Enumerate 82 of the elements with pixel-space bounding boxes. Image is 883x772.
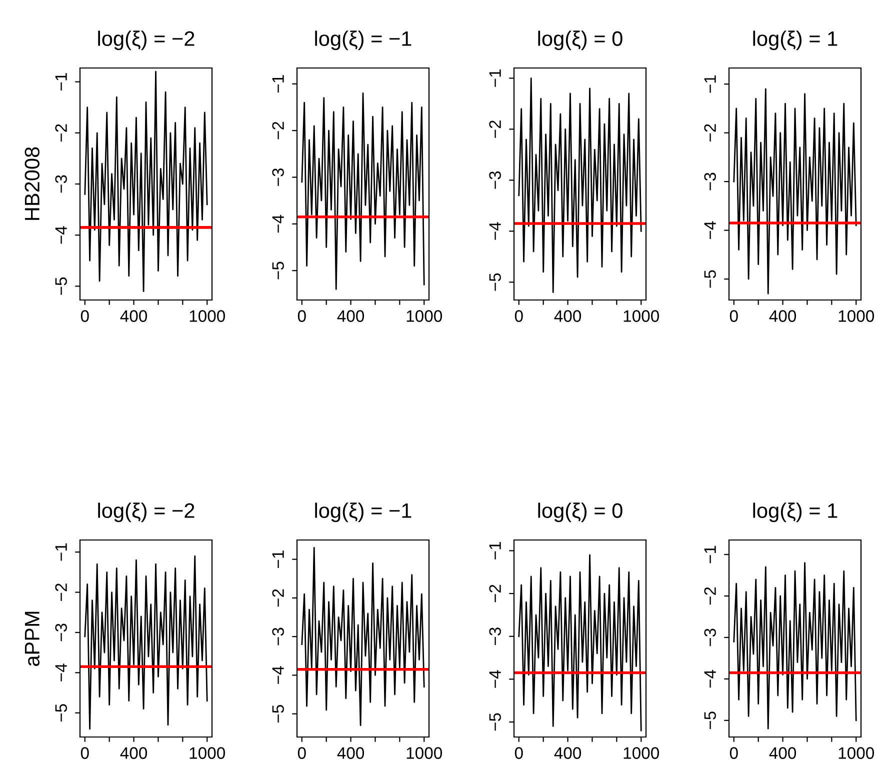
chart-title: log(ξ) = 0 [538, 30, 622, 50]
chart-title: log(ξ) = −1 [315, 502, 412, 522]
y-tick-label: −3 [272, 168, 284, 186]
x-tick-label: 0 [514, 747, 523, 759]
x-tick-label: 0 [514, 310, 523, 322]
x-tick-label: 1000 [406, 747, 442, 759]
x-tick-label: 400 [120, 310, 148, 322]
y-tick-label: −2 [704, 587, 716, 605]
y-tick-label: −5 [704, 712, 716, 730]
y-tick-label: −4 [55, 226, 67, 244]
chart-title: log(ξ) = −2 [98, 502, 194, 522]
y-tick-label: −2 [272, 122, 284, 140]
line-series [84, 70, 208, 292]
x-tick-label: 400 [769, 747, 796, 759]
chart-title: log(ξ) = −2 [98, 30, 194, 50]
chart-title: log(ξ) = 1 [753, 30, 838, 50]
y-tick-label: −1 [55, 543, 67, 561]
y-tick-label: −4 [704, 670, 716, 688]
x-tick-label: 1000 [190, 747, 225, 759]
y-tick-label: −3 [55, 624, 67, 642]
line-series [84, 555, 208, 730]
x-tick-label: 0 [298, 310, 306, 322]
x-tick-label: 1000 [624, 310, 659, 322]
x-tick-label: 400 [769, 310, 796, 322]
y-tick-label: −3 [704, 628, 716, 646]
x-tick-label: 0 [730, 310, 738, 322]
y-tick-label: −1 [489, 542, 501, 560]
x-tick-label: 0 [298, 747, 306, 759]
y-axis-title: HB2008 [24, 147, 40, 220]
y-tick-label: −4 [55, 664, 67, 682]
y-tick-label: −2 [489, 584, 501, 602]
x-tick-label: 0 [80, 747, 89, 759]
x-tick-label: 400 [554, 310, 582, 322]
y-tick-label: −1 [704, 75, 716, 93]
chart-title: log(ξ) = 1 [753, 502, 838, 522]
y-tick-label: −3 [489, 171, 501, 189]
x-tick-label: 1000 [838, 310, 874, 322]
x-tick-label: 400 [554, 747, 582, 759]
y-tick-label: −3 [272, 628, 284, 646]
y-tick-label: −3 [55, 175, 67, 193]
y-tick-label: −4 [272, 666, 284, 684]
x-tick-label: 1000 [406, 310, 442, 322]
x-tick-label: 400 [337, 310, 364, 322]
y-tick-label: −4 [272, 214, 284, 233]
y-tick-label: −1 [55, 73, 67, 90]
line-series [301, 547, 425, 726]
y-tick-label: −2 [489, 120, 501, 138]
line-series [518, 554, 642, 732]
x-tick-label: 0 [730, 747, 738, 759]
line-series [733, 562, 857, 730]
line-series [733, 88, 857, 294]
y-tick-label: −2 [55, 584, 67, 601]
x-tick-label: 400 [337, 747, 364, 759]
y-tick-label: −5 [272, 705, 284, 722]
line-series [301, 92, 425, 290]
y-tick-label: −4 [704, 221, 716, 239]
line-series [518, 78, 642, 294]
y-tick-label: −1 [272, 75, 284, 93]
x-tick-label: 400 [120, 747, 148, 759]
x-tick-label: 1000 [624, 747, 659, 759]
y-tick-label: −4 [489, 222, 501, 240]
x-tick-label: 1000 [190, 310, 225, 322]
y-tick-label: −5 [55, 277, 67, 295]
y-tick-label: −2 [704, 124, 716, 142]
y-tick-label: −1 [272, 550, 284, 568]
x-tick-label: 0 [80, 310, 89, 322]
y-tick-label: −3 [489, 628, 501, 646]
y-tick-label: −4 [489, 670, 501, 688]
y-axis-title: aPPM [24, 612, 40, 666]
x-tick-label: 1000 [838, 747, 874, 759]
y-tick-label: −3 [704, 172, 716, 190]
y-tick-label: −5 [704, 270, 716, 288]
y-tick-label: −5 [489, 713, 501, 731]
chart-title: log(ξ) = 0 [538, 502, 622, 522]
y-tick-label: −2 [272, 589, 284, 607]
y-tick-label: −5 [55, 704, 67, 722]
chart-title: log(ξ) = −1 [315, 30, 412, 50]
y-tick-label: −5 [272, 262, 284, 280]
y-tick-label: −1 [489, 70, 501, 87]
y-tick-label: −2 [55, 124, 67, 142]
y-tick-label: −5 [489, 273, 501, 291]
y-tick-label: −1 [704, 546, 716, 564]
